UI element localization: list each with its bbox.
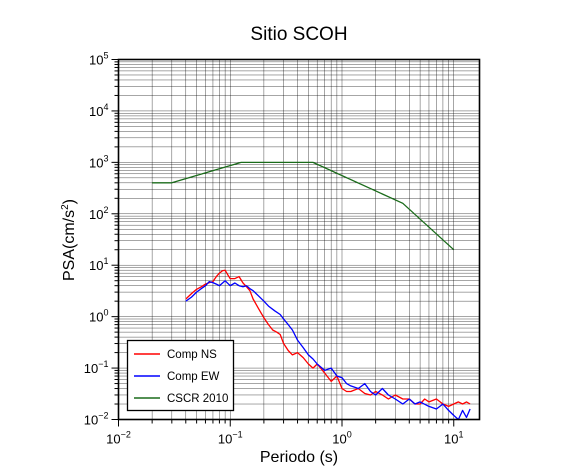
legend-label-ew: Comp EW (167, 371, 220, 383)
y-tick-label-exp: 5 (103, 51, 108, 61)
y-tick-label: 10−2 (84, 411, 109, 428)
y-tick-label-exp: −1 (98, 359, 108, 369)
series-group (152, 161, 471, 421)
y-tick-label-base: 10 (89, 310, 103, 325)
x-tick-label-exp: −1 (232, 430, 242, 440)
x-tick-label-exp: −2 (121, 430, 131, 440)
y-tick-label-exp: 1 (103, 256, 108, 266)
plot-frame (117, 58, 481, 421)
x-tick-label: 10−2 (106, 430, 131, 447)
y-tick-label: 102 (89, 205, 108, 222)
y-axis-label-base: PSA(cm/s (61, 210, 78, 281)
series-comp-ew-line (185, 280, 471, 421)
y-tick-label-base: 10 (89, 104, 103, 119)
y-tick-label: 10−1 (84, 359, 109, 376)
legend-label-ns: Comp NS (167, 349, 217, 361)
x-axis-label: Periodo (s) (260, 449, 338, 466)
y-axis-label-end: ) (61, 199, 78, 204)
x-tick-label-base: 10 (444, 432, 458, 447)
y-tick-label-base: 10 (89, 53, 103, 68)
y-axis-label-sup: 2 (60, 204, 71, 210)
y-tick-label-exp: −2 (98, 411, 108, 421)
y-tick-label: 103 (89, 153, 108, 170)
y-tick-label: 105 (89, 51, 108, 68)
series-cscr-2010-line (152, 161, 455, 251)
y-tick-label-base: 10 (89, 155, 103, 170)
grid (118, 59, 480, 420)
y-tick-label-exp: 2 (103, 205, 108, 215)
series-comp-ns-line (185, 269, 471, 408)
x-tick-label-base: 10 (218, 432, 232, 447)
y-tick-label: 100 (89, 308, 108, 325)
x-tick-label: 101 (444, 430, 463, 447)
y-tick-label-base: 10 (89, 207, 103, 222)
y-tick-label-exp: 4 (103, 102, 108, 112)
y-axis-label: PSA(cm/s2) (60, 199, 78, 281)
ticks (111, 59, 455, 427)
x-tick-label-base: 10 (106, 432, 120, 447)
y-tick-label: 101 (89, 256, 108, 273)
y-tick-label: 104 (89, 102, 108, 119)
x-tick-label-base: 10 (332, 432, 346, 447)
x-tick-label-exp: 0 (347, 430, 352, 440)
x-tick-label-exp: 1 (458, 430, 463, 440)
y-tick-label-base: 10 (89, 258, 103, 273)
legend: Comp NS Comp EW CSCR 2010 (126, 339, 235, 412)
x-tick-label: 10−1 (218, 430, 243, 447)
y-tick-label-exp: 0 (103, 308, 108, 318)
chart-title: Sitio SCOH (250, 24, 347, 45)
y-tick-label-base: 10 (84, 361, 98, 376)
x-tick-label: 100 (332, 430, 351, 447)
x-tick-labels: 10−2 10−1 100 101 (106, 430, 463, 447)
y-tick-label-exp: 3 (103, 153, 108, 163)
y-tick-label-base: 10 (84, 413, 98, 428)
legend-label-cscr: CSCR 2010 (167, 393, 228, 405)
